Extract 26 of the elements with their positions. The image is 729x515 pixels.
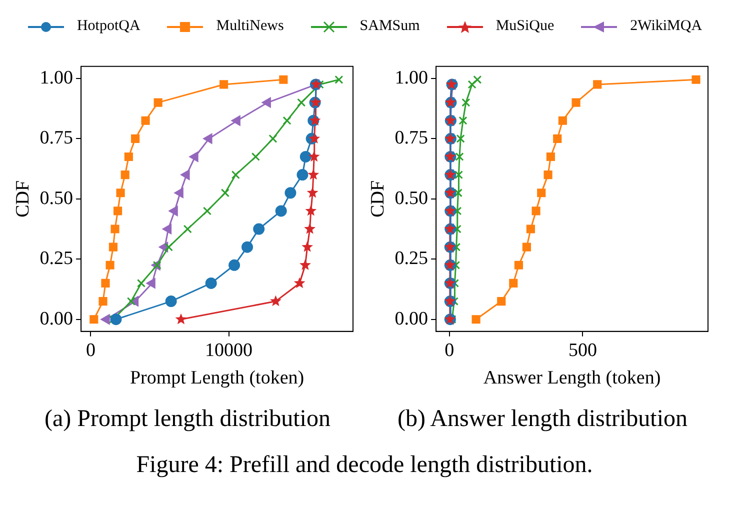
x-axis-title: Answer Length (token) — [483, 368, 661, 389]
x-axis-title: Prompt Length (token) — [130, 368, 304, 389]
legend-label: MultiNews — [216, 18, 284, 34]
legend-label: 2WikiMQA — [630, 18, 702, 34]
y-tick-label: 0.25 — [40, 248, 74, 270]
legend-label: MuSiQue — [496, 18, 554, 34]
x-tick-label: 0 — [444, 340, 454, 361]
legend-label: HotpotQA — [76, 18, 140, 34]
y-tick-label: 0.50 — [40, 188, 74, 209]
y-tick-label: 0.75 — [394, 128, 428, 149]
y-tick-label: 1.00 — [40, 67, 74, 88]
y-tick-label: 0.00 — [40, 308, 74, 330]
text: (a) Prompt length distribution — [44, 406, 332, 433]
x-tick-label: 500 — [568, 340, 597, 361]
y-axis-title: CDF — [12, 180, 34, 218]
caption: Figure 4: Prefill and decode length distribution. — [135, 452, 594, 479]
x-tick-label: 0 — [86, 340, 96, 361]
y-tick-label: 1.00 — [394, 67, 428, 88]
x-tick-label: 10000 — [205, 340, 253, 361]
y-tick-label: 0.25 — [394, 248, 428, 270]
y-axis-title: CDF — [367, 180, 388, 218]
legend-label: SAMSum — [360, 18, 420, 34]
y-tick-label: 0.75 — [40, 128, 74, 149]
text: (b) Answer length distribution — [396, 406, 688, 433]
y-tick-label: 0.50 — [394, 188, 428, 209]
y-tick-label: 0.00 — [394, 308, 428, 330]
